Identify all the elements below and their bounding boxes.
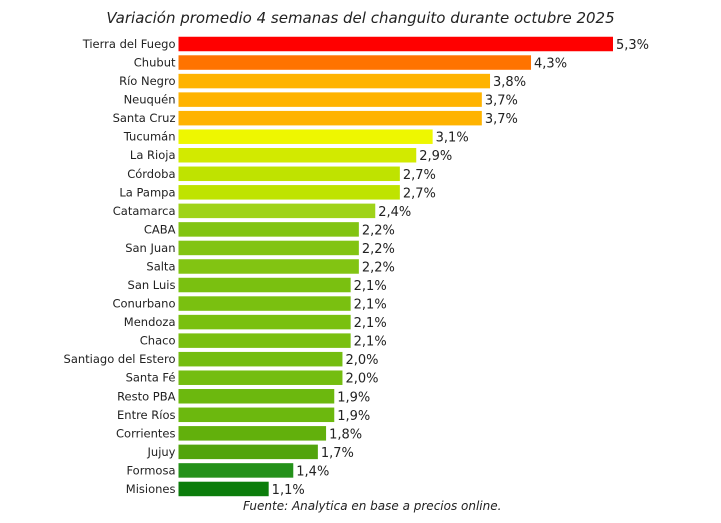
category-label: Resto PBA <box>117 389 176 403</box>
data-label: 2,1% <box>354 335 387 350</box>
data-label: 2,1% <box>354 298 387 313</box>
category-label: Tucumán <box>123 130 176 144</box>
bar <box>178 240 359 256</box>
data-label: 2,9% <box>419 149 452 164</box>
data-label: 2,2% <box>362 223 395 238</box>
data-label: 3,7% <box>485 94 518 109</box>
bar <box>178 222 359 237</box>
bar <box>178 73 491 89</box>
data-label: 1,9% <box>337 390 370 405</box>
bar <box>178 110 482 126</box>
category-label: Corrientes <box>116 426 175 440</box>
data-label: 2,2% <box>362 242 395 257</box>
data-label: 5,3% <box>616 38 649 53</box>
bar <box>178 147 417 163</box>
category-label: Catamarca <box>113 204 176 218</box>
bar <box>178 370 343 385</box>
category-label: San Luis <box>128 278 176 292</box>
category-label: Chubut <box>134 56 176 70</box>
data-label: 1,9% <box>337 409 370 424</box>
category-label: Santa Fé <box>126 371 176 385</box>
bar <box>178 92 482 107</box>
bar <box>178 333 351 348</box>
bar <box>178 407 335 423</box>
data-label: 1,1% <box>272 483 305 498</box>
bar <box>178 55 532 70</box>
bar <box>178 351 343 367</box>
category-label: Mendoza <box>124 315 176 329</box>
bar <box>178 481 269 497</box>
category-label: Santa Cruz <box>113 111 176 125</box>
category-label: Salta <box>146 259 175 273</box>
chart-title: Variación promedio 4 semanas del changui… <box>106 9 615 27</box>
data-label: 2,4% <box>378 205 411 220</box>
category-label: Misiones <box>126 482 176 496</box>
category-label: Conurbano <box>112 297 175 311</box>
bar <box>178 203 376 219</box>
category-label: Córdoba <box>127 167 175 181</box>
data-label: 1,4% <box>296 464 329 479</box>
bar <box>178 314 351 330</box>
bar <box>178 463 294 478</box>
bar <box>178 389 335 404</box>
data-label: 2,1% <box>354 279 387 294</box>
data-label: 3,1% <box>436 131 469 146</box>
chart-source: Fuente: Analytica en base a precios onli… <box>243 499 502 513</box>
category-label: Río Negro <box>119 74 175 88</box>
bar <box>178 185 400 200</box>
data-label: 3,8% <box>493 75 526 90</box>
bar <box>178 444 318 460</box>
category-label: Jujuy <box>147 445 176 459</box>
data-label: 1,8% <box>329 427 362 442</box>
data-label: 3,7% <box>485 112 518 127</box>
data-label: 2,1% <box>354 316 387 331</box>
category-label: San Juan <box>125 241 175 255</box>
category-label: Neuquén <box>124 93 176 107</box>
data-label: 4,3% <box>534 57 567 72</box>
category-label: Santiago del Estero <box>64 352 176 366</box>
category-label: Formosa <box>126 463 175 477</box>
bar <box>178 259 359 274</box>
bar <box>178 426 327 441</box>
category-label: La Pampa <box>119 185 175 199</box>
category-label: CABA <box>144 222 176 236</box>
bar <box>178 36 613 52</box>
category-label: Entre Ríos <box>117 408 175 422</box>
category-label: Chaco <box>140 334 176 348</box>
bar <box>178 129 433 144</box>
data-label: 1,7% <box>321 446 354 461</box>
bar <box>178 277 351 293</box>
bar <box>178 166 400 182</box>
data-label: 2,0% <box>345 353 378 368</box>
category-label: Tierra del Fuego <box>82 37 176 51</box>
data-label: 2,2% <box>362 260 395 275</box>
data-label: 2,7% <box>403 168 436 183</box>
bar <box>178 296 351 311</box>
data-label: 2,0% <box>345 372 378 387</box>
data-label: 2,7% <box>403 186 436 201</box>
category-label: La Rioja <box>130 148 176 162</box>
